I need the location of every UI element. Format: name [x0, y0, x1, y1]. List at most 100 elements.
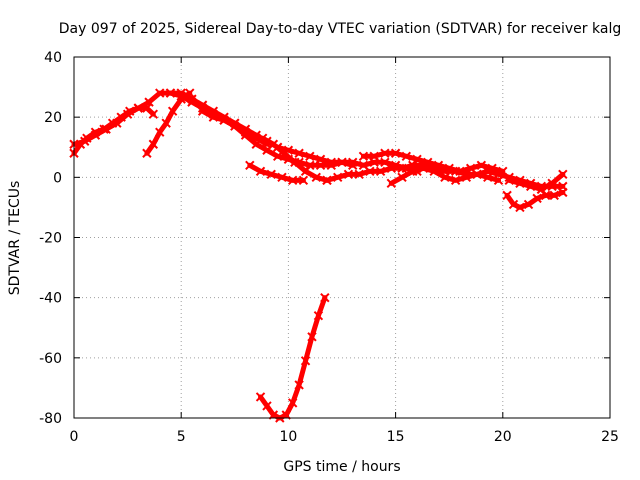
data-point: [337, 157, 347, 167]
plot-data: [69, 88, 568, 423]
data-point: [483, 166, 493, 177]
data-point: [230, 118, 240, 128]
data-point: [208, 112, 219, 122]
data-point: [343, 169, 354, 180]
data-point: [90, 130, 101, 140]
data-point: [101, 124, 111, 134]
data-point: [255, 392, 266, 402]
data-point: [187, 94, 197, 104]
data-point: [450, 175, 461, 186]
data-point: [294, 380, 304, 390]
data-point: [320, 292, 330, 303]
x-tick-label: 15: [387, 429, 405, 445]
data-point: [287, 175, 298, 186]
data-point: [401, 151, 412, 161]
data-point: [547, 178, 557, 189]
data-point: [423, 157, 433, 167]
series-track-8: [255, 292, 330, 423]
data-point: [322, 175, 332, 186]
data-point: [268, 139, 279, 149]
x-tick-label: 20: [494, 429, 512, 445]
x-tick-label: 5: [177, 429, 186, 445]
data-point: [532, 193, 542, 204]
chart-title: Day 097 of 2025, Sidereal Day-to-day VTE…: [59, 21, 621, 37]
x-tick-label: 0: [70, 429, 79, 445]
series-track-6: [245, 160, 309, 186]
data-point: [397, 163, 407, 174]
x-axis-label: GPS time / hours: [283, 459, 400, 475]
data-point: [313, 311, 324, 321]
data-point: [197, 106, 208, 116]
data-point: [540, 190, 551, 201]
data-point: [161, 118, 171, 128]
data-point: [133, 103, 144, 113]
series-track-12: [502, 187, 568, 213]
series-trace: [71, 105, 156, 156]
data-point: [266, 169, 276, 180]
data-point: [358, 151, 369, 161]
data-point: [257, 133, 268, 143]
data-point: [311, 172, 321, 183]
data-point: [287, 398, 298, 408]
data-point: [412, 154, 422, 164]
data-point: [508, 199, 519, 210]
data-point: [142, 148, 152, 158]
data-point: [523, 199, 534, 210]
series-trace: [167, 90, 270, 147]
data-point: [348, 157, 358, 167]
plot-frame: [73, 56, 611, 419]
data-point: [444, 163, 454, 174]
data-point: [279, 148, 289, 158]
data-point: [558, 169, 568, 180]
data-point: [461, 172, 472, 183]
data-point: [245, 160, 255, 171]
data-point: [536, 184, 547, 195]
data-point: [386, 178, 397, 189]
data-point: [155, 127, 165, 137]
y-axis-label: SDTVAR / TECUs: [7, 181, 23, 296]
data-point: [298, 175, 309, 186]
x-tick-label: 25: [601, 429, 619, 445]
data-point: [408, 166, 418, 177]
data-point: [380, 148, 390, 158]
data-point: [549, 190, 559, 201]
y-tick-label: -40: [39, 291, 62, 307]
data-point: [144, 97, 154, 107]
data-point: [251, 130, 261, 140]
data-point: [369, 151, 379, 161]
data-point: [326, 157, 336, 167]
data-point: [429, 166, 439, 177]
data-point: [122, 109, 133, 119]
data-point: [433, 160, 444, 171]
series-track-13: [504, 169, 568, 195]
data-point: [504, 175, 514, 186]
grid-lines: [74, 57, 610, 418]
y-tick-label: 20: [44, 110, 62, 126]
data-point: [300, 166, 311, 177]
data-point: [307, 332, 317, 342]
data-point: [390, 148, 401, 158]
x-tick-label: 10: [279, 429, 297, 445]
data-point: [262, 401, 272, 411]
data-point: [440, 172, 450, 183]
data-point: [176, 88, 186, 98]
data-point: [354, 169, 364, 180]
data-point: [375, 166, 386, 177]
data-point: [277, 172, 287, 183]
data-point: [472, 169, 482, 180]
data-point: [294, 148, 304, 158]
data-point: [148, 109, 159, 119]
data-point: [290, 157, 300, 167]
data-point: [219, 115, 229, 125]
data-point: [365, 166, 375, 177]
data-point: [165, 88, 176, 98]
tick-labels: 0 5 10 15 20 25 -80 -60 -40 -20 0 20 40: [39, 50, 619, 445]
series-track-10: [358, 148, 508, 177]
y-tick-label: -60: [39, 351, 62, 367]
data-point: [240, 124, 251, 134]
data-point: [525, 181, 536, 192]
data-point: [515, 202, 525, 213]
series-trace: [388, 165, 566, 189]
data-point: [333, 172, 343, 183]
